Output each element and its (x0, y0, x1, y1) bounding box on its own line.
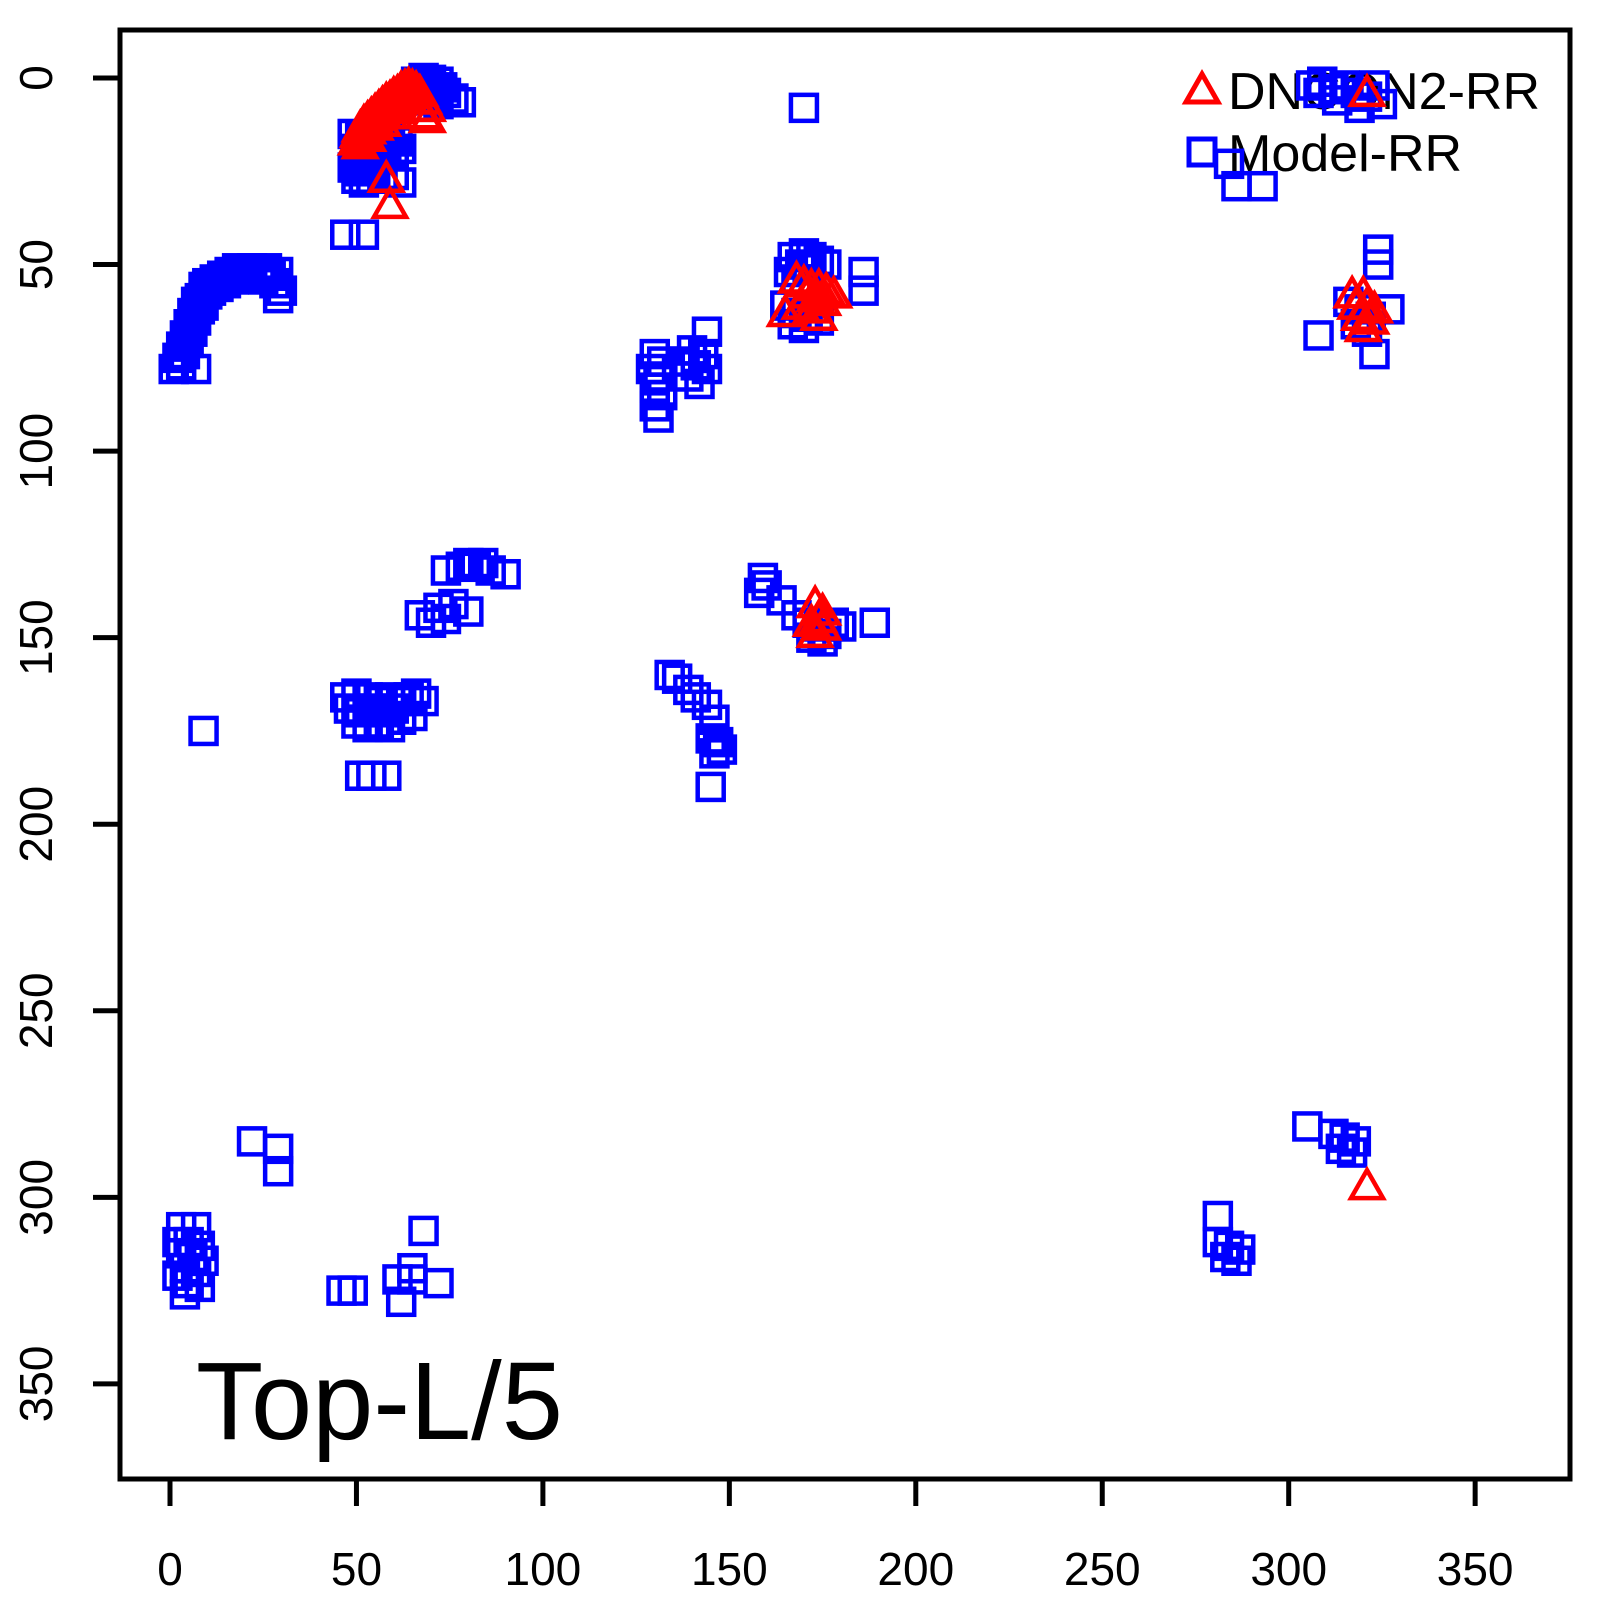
y-tick-label: 350 (10, 1346, 62, 1423)
square-marker (266, 275, 298, 306)
triangle-marker (1347, 1165, 1387, 1201)
triangle-marker (407, 87, 448, 123)
square-marker (643, 402, 674, 433)
triangle-marker (340, 124, 381, 160)
triangle-marker (1354, 288, 1395, 324)
square-marker (1303, 320, 1334, 351)
square-marker (639, 372, 671, 403)
legend-square-icon (1186, 136, 1218, 168)
square-marker (371, 760, 402, 791)
square-marker (699, 704, 730, 735)
y-axis: 0 50 100 150 200 250 300 350 (10, 65, 120, 1422)
triangle-marker (1343, 307, 1384, 343)
series-dncon2-rr (336, 64, 1395, 1201)
triangle-marker (377, 89, 418, 124)
triangle-marker (802, 605, 843, 641)
x-tick-label: 300 (1250, 1543, 1327, 1595)
square-marker (262, 1155, 294, 1187)
triangle-marker (1350, 299, 1391, 335)
y-tick-label: 300 (10, 1159, 62, 1236)
y-tick-label: 0 (10, 65, 62, 91)
square-marker (1247, 170, 1278, 202)
square-marker (1336, 1137, 1368, 1168)
x-tick-label: 100 (505, 1543, 582, 1595)
legend-triangle-icon (1181, 68, 1223, 105)
triangle-marker (795, 613, 835, 649)
square-marker (1321, 85, 1353, 116)
square-marker (397, 700, 428, 732)
x-tick-label: 200 (877, 1543, 954, 1595)
square-marker (684, 368, 715, 400)
triangle-marker (1339, 296, 1380, 332)
y-tick-label: 150 (10, 599, 62, 676)
triangle-marker (791, 602, 832, 637)
square-marker (859, 607, 891, 638)
square-marker (706, 734, 738, 765)
x-tick-label: 150 (691, 1543, 768, 1595)
square-marker (262, 1133, 294, 1165)
triangle-marker (798, 296, 839, 332)
square-marker (262, 282, 294, 314)
triangle-marker (370, 94, 410, 130)
square-marker (188, 715, 219, 747)
square-marker (1344, 92, 1375, 124)
y-tick-label: 100 (10, 413, 62, 490)
x-axis: 0 50 100 150 200 250 300 350 (157, 1479, 1514, 1595)
triangle-marker (765, 292, 806, 328)
square-marker (453, 547, 484, 579)
square-marker (180, 353, 212, 385)
square-marker (699, 738, 730, 769)
x-tick-label: 250 (1064, 1543, 1141, 1595)
square-marker (695, 771, 726, 803)
square-marker (236, 1126, 268, 1157)
square-marker (743, 577, 775, 609)
square-marker (453, 596, 484, 627)
square-marker (337, 1275, 368, 1306)
y-tick-label: 250 (10, 972, 62, 1049)
triangle-marker (791, 288, 832, 324)
square-marker (385, 1286, 417, 1318)
square-marker (848, 256, 879, 288)
plot-border (117, 27, 1573, 1482)
y-tick-label: 50 (10, 239, 62, 290)
square-marker (1202, 1200, 1234, 1232)
series-model-rr (158, 62, 1405, 1318)
square-marker (330, 219, 361, 250)
square-marker (788, 92, 820, 124)
square-marker (445, 87, 477, 118)
square-marker (348, 219, 380, 250)
x-tick-label: 50 (331, 1543, 382, 1595)
triangle-marker (370, 184, 410, 220)
x-tick-label: 350 (1437, 1543, 1514, 1595)
y-tick-label: 200 (10, 786, 62, 863)
square-marker (423, 1267, 454, 1299)
square-marker (169, 1279, 201, 1310)
triangle-marker (780, 285, 821, 320)
x-tick-label: 0 (157, 1543, 183, 1595)
square-marker (1213, 148, 1245, 180)
square-marker (1221, 1245, 1252, 1277)
triangle-marker (407, 98, 448, 134)
square-marker (848, 275, 879, 306)
triangle-marker (1347, 72, 1387, 108)
square-marker (1303, 77, 1334, 109)
plot-annotation-top-l5: Top-L/5 (196, 1340, 563, 1463)
square-marker (415, 607, 447, 638)
square-marker (1292, 1111, 1323, 1142)
square-marker (1362, 249, 1394, 280)
square-marker (385, 167, 417, 198)
square-marker (408, 1215, 439, 1247)
triangle-marker (366, 158, 407, 193)
triangle-marker (776, 258, 817, 294)
